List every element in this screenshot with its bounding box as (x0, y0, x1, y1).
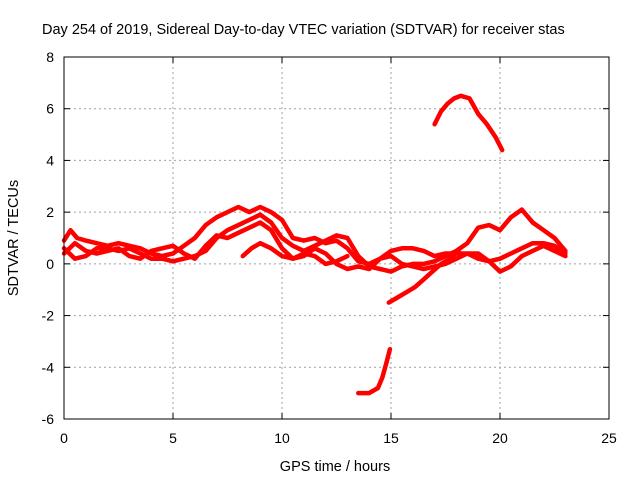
x-tick-label: 5 (169, 430, 177, 446)
series-trace-f (356, 346, 393, 396)
chart-title: Day 254 of 2019, Sidereal Day-to-day VTE… (42, 22, 565, 38)
plot-frame (63, 56, 610, 420)
y-tick-label: -2 (42, 308, 55, 324)
series-trace-a (61, 204, 568, 267)
y-tick-label: 6 (46, 101, 54, 117)
x-tick-label: 20 (492, 430, 508, 446)
y-tick-label: 8 (46, 49, 54, 65)
series-group (61, 93, 568, 396)
series-trace-c (61, 220, 568, 274)
x-axis-label: GPS time / hours (280, 459, 390, 475)
x-tick-label: 15 (383, 430, 399, 446)
series-trace-g (432, 93, 505, 153)
y-tick-label: 4 (46, 152, 54, 168)
series-trace-d (240, 240, 350, 267)
x-tick-label: 0 (60, 430, 68, 446)
x-tick-label: 10 (274, 430, 290, 446)
y-tick-label: 2 (46, 204, 54, 220)
series-trace-b (61, 207, 568, 274)
series-trace-e (386, 248, 461, 305)
ticks (63, 56, 610, 420)
grid (64, 57, 609, 419)
y-tick-label: -4 (42, 359, 55, 375)
y-tick-label: -6 (42, 411, 55, 427)
x-tick-labels: 0 5 10 15 20 25 (60, 430, 617, 446)
y-tick-label: 0 (46, 256, 54, 272)
y-tick-labels: -6 -4 -2 0 2 4 6 8 (42, 49, 55, 427)
x-tick-label: 25 (601, 430, 617, 446)
y-axis-label: SDTVAR / TECUs (6, 180, 22, 296)
